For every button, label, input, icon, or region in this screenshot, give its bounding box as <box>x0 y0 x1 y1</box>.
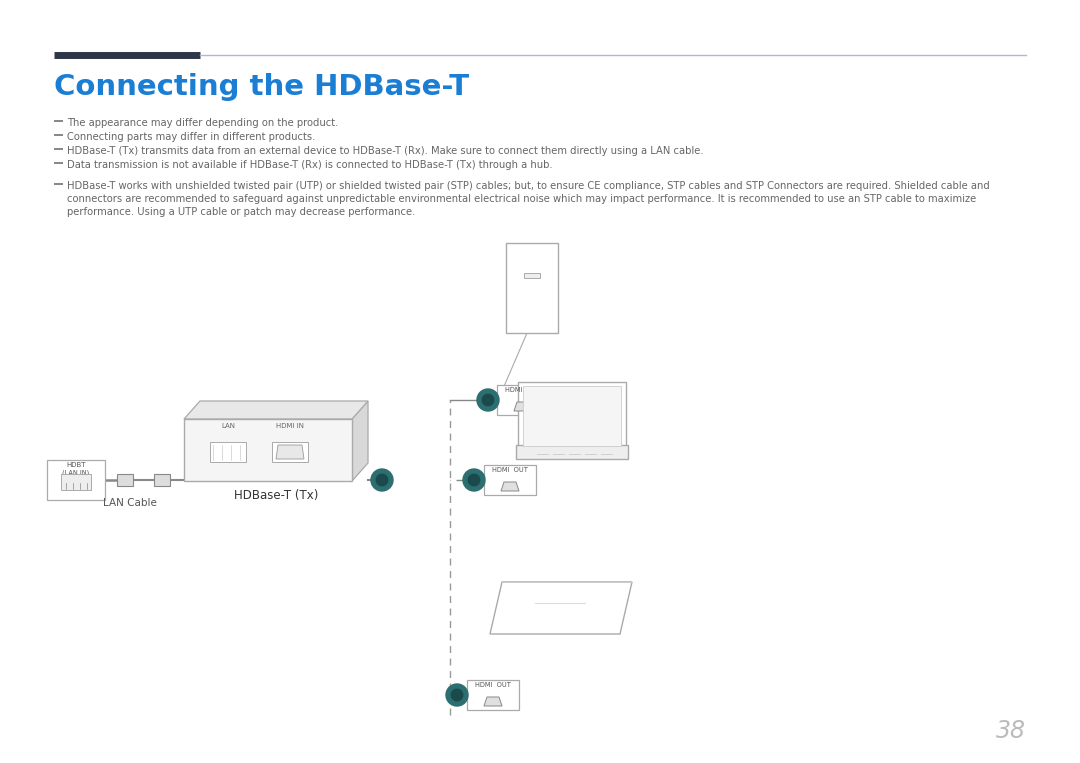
Polygon shape <box>184 401 368 419</box>
FancyBboxPatch shape <box>210 442 246 462</box>
Circle shape <box>451 689 462 700</box>
Text: HDBase-T works with unshielded twisted pair (UTP) or shielded twisted pair (STP): HDBase-T works with unshielded twisted p… <box>67 181 989 191</box>
FancyBboxPatch shape <box>467 680 519 710</box>
Text: LAN Cable: LAN Cable <box>103 498 157 508</box>
Text: LAN: LAN <box>221 423 235 429</box>
Text: connectors are recommended to safeguard against unpredictable environmental elec: connectors are recommended to safeguard … <box>67 194 976 204</box>
Text: (LAN IN): (LAN IN) <box>63 470 90 477</box>
Circle shape <box>463 469 485 491</box>
FancyBboxPatch shape <box>48 460 105 500</box>
Text: performance. Using a UTP cable or patch may decrease performance.: performance. Using a UTP cable or patch … <box>67 207 416 217</box>
Polygon shape <box>276 445 303 459</box>
FancyBboxPatch shape <box>60 474 91 490</box>
Text: Connecting parts may differ in different products.: Connecting parts may differ in different… <box>67 132 315 142</box>
Text: 38: 38 <box>996 719 1026 743</box>
Polygon shape <box>490 582 632 634</box>
FancyBboxPatch shape <box>117 474 133 486</box>
FancyBboxPatch shape <box>523 386 621 446</box>
Text: Data transmission is not available if HDBase-T (Rx) is connected to HDBase-T (Tx: Data transmission is not available if HD… <box>67 160 553 170</box>
FancyBboxPatch shape <box>184 419 352 481</box>
FancyBboxPatch shape <box>497 385 549 415</box>
FancyBboxPatch shape <box>507 243 558 333</box>
Circle shape <box>477 389 499 411</box>
Text: Connecting the HDBase-T: Connecting the HDBase-T <box>54 73 469 101</box>
Text: HDMI IN: HDMI IN <box>276 423 303 429</box>
Circle shape <box>483 394 494 406</box>
FancyBboxPatch shape <box>524 273 540 278</box>
Text: HDMI  OUT: HDMI OUT <box>492 467 528 473</box>
FancyBboxPatch shape <box>516 445 627 459</box>
Polygon shape <box>514 402 532 411</box>
Polygon shape <box>484 697 502 706</box>
Text: HDMI  OUT: HDMI OUT <box>505 387 541 393</box>
Text: HDBT: HDBT <box>66 462 85 468</box>
FancyBboxPatch shape <box>484 465 536 495</box>
Circle shape <box>446 684 468 706</box>
Polygon shape <box>501 482 519 491</box>
FancyBboxPatch shape <box>154 474 170 486</box>
Text: HDBase-T (Tx): HDBase-T (Tx) <box>233 489 319 502</box>
Text: HDMI  OUT: HDMI OUT <box>475 682 511 688</box>
FancyBboxPatch shape <box>272 442 308 462</box>
Polygon shape <box>352 401 368 481</box>
FancyBboxPatch shape <box>518 382 626 450</box>
Circle shape <box>376 475 388 486</box>
Circle shape <box>372 469 393 491</box>
Text: The appearance may differ depending on the product.: The appearance may differ depending on t… <box>67 118 338 128</box>
Text: HDBase-T (Tx) transmits data from an external device to HDBase-T (Rx). Make sure: HDBase-T (Tx) transmits data from an ext… <box>67 146 704 156</box>
Circle shape <box>469 475 480 486</box>
